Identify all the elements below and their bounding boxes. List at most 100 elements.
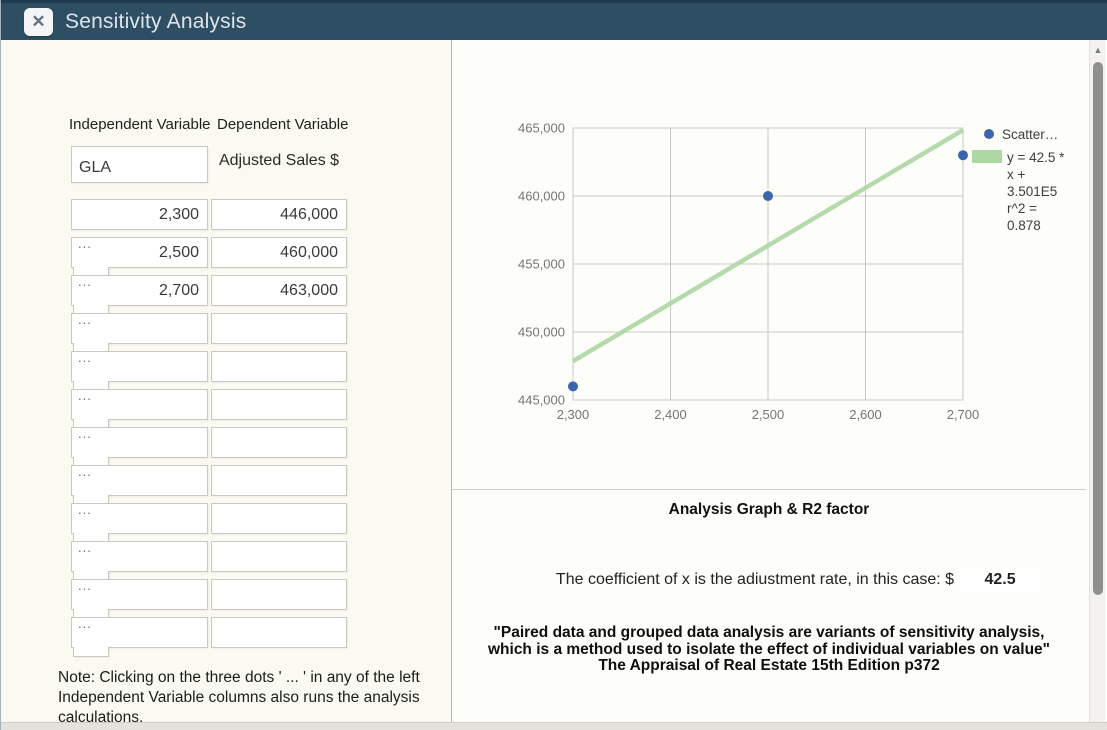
window-title: Sensitivity Analysis <box>65 9 247 33</box>
variable-row: ... <box>1 502 452 543</box>
dependent-value-input[interactable] <box>211 275 347 306</box>
scrollbar-thumb[interactable] <box>1093 62 1103 595</box>
independent-cell: ... <box>71 388 208 429</box>
independent-value-input[interactable] <box>71 503 208 534</box>
dependent-value-input[interactable] <box>211 237 347 268</box>
scroll-up-arrow-icon[interactable]: ▲ <box>1093 45 1103 55</box>
quote-line: which is a method used to isolate the ef… <box>487 640 1051 658</box>
dependent-value-input[interactable] <box>211 541 347 572</box>
dependent-value-input[interactable] <box>211 427 347 458</box>
close-button[interactable]: ✕ <box>24 7 53 36</box>
horizontal-scrollbar-track[interactable] <box>1 722 1107 730</box>
run-analysis-dots-button[interactable]: ... <box>78 236 92 251</box>
independent-cell: ... <box>71 350 208 391</box>
dependent-cell <box>211 237 347 268</box>
independent-cell: ... <box>71 312 208 353</box>
variable-row: ... <box>1 312 452 353</box>
svg-text:455,000: 455,000 <box>518 257 565 272</box>
svg-text:2,700: 2,700 <box>947 407 980 422</box>
independent-value-input[interactable] <box>71 313 208 344</box>
dependent-value-input[interactable] <box>211 617 347 648</box>
variable-rows: ................................. <box>1 199 452 657</box>
note-line: Note: Clicking on the three dots ' ... '… <box>58 669 420 686</box>
independent-value-input[interactable] <box>71 389 208 420</box>
run-analysis-dots-button[interactable]: ... <box>78 426 92 441</box>
svg-text:2,600: 2,600 <box>849 407 882 422</box>
independent-cell: ... <box>71 616 208 657</box>
variable-row: ... <box>1 464 452 505</box>
independent-value-input[interactable] <box>71 351 208 382</box>
independent-value-input[interactable] <box>71 541 208 572</box>
dependent-value-input[interactable] <box>211 579 347 610</box>
independent-value-input[interactable] <box>71 617 208 648</box>
title-bar: ✕ Sensitivity Analysis <box>1 0 1107 40</box>
dependent-cell <box>211 199 347 230</box>
independent-cell: ... <box>71 578 208 619</box>
run-analysis-dots-button[interactable]: ... <box>78 274 92 289</box>
run-analysis-dots-button[interactable]: ... <box>78 388 92 403</box>
quote-line: "Paired data and grouped data analysis a… <box>493 624 1045 641</box>
svg-text:2,300: 2,300 <box>557 407 590 422</box>
section-divider <box>452 489 1086 490</box>
dependent-cell <box>211 313 347 344</box>
run-analysis-dots-button[interactable]: ... <box>78 578 92 593</box>
independent-cell: ... <box>71 540 208 581</box>
variables-panel: Independent Variable Dependent Variable … <box>1 40 452 726</box>
variable-row: ... <box>1 540 452 581</box>
run-analysis-dots-button[interactable]: ... <box>78 312 92 327</box>
variable-row: ... <box>1 388 452 429</box>
run-analysis-dots-button[interactable]: ... <box>78 540 92 555</box>
dependent-cell <box>211 503 347 534</box>
variable-row: ... <box>1 616 452 657</box>
svg-text:2,500: 2,500 <box>752 407 785 422</box>
svg-text:465,000: 465,000 <box>518 121 565 136</box>
dependent-value-input[interactable] <box>211 351 347 382</box>
svg-text:0.878: 0.878 <box>1007 218 1041 233</box>
note-line: Independent Variable columns also runs t… <box>58 689 420 706</box>
variable-row <box>1 199 452 230</box>
dependent-variable-header: Dependent Variable <box>217 116 349 133</box>
analysis-panel: 445,000 450,000 455,000 460,000 465,000 2,300… <box>452 40 1090 722</box>
independent-value-input[interactable] <box>71 427 208 458</box>
run-analysis-dots-button[interactable]: ... <box>78 350 92 365</box>
independent-value-input[interactable] <box>71 199 208 230</box>
independent-value-input[interactable] <box>71 465 208 496</box>
svg-text:445,000: 445,000 <box>518 393 565 408</box>
dependent-cell <box>211 351 347 382</box>
coefficient-row: The coefficient of x is the adiustment r… <box>452 567 1086 593</box>
dependent-value-input[interactable] <box>211 199 347 230</box>
dependent-cell <box>211 617 347 648</box>
svg-text:450,000: 450,000 <box>518 325 565 340</box>
dependent-value-input[interactable] <box>211 503 347 534</box>
svg-text:r^2 =: r^2 = <box>1007 201 1037 216</box>
variable-row: ... <box>1 274 452 315</box>
coefficient-label: The coefficient of x is the adiustment r… <box>555 571 955 588</box>
independent-value-input[interactable] <box>71 579 208 610</box>
run-analysis-dots-button[interactable]: ... <box>78 616 92 631</box>
quote-line: The Appraisal of Real Estate 15th Editio… <box>598 657 940 674</box>
citation-quote: "Paired data and grouped data analysis a… <box>452 624 1086 675</box>
dependent-value-input[interactable] <box>211 465 347 496</box>
independent-variable-name-cell <box>71 146 208 183</box>
vertical-scrollbar[interactable]: ▲ <box>1089 40 1105 722</box>
independent-cell: ... <box>71 502 208 543</box>
svg-text:y = 42.5 *: y = 42.5 * <box>1007 150 1065 165</box>
svg-text:460,000: 460,000 <box>518 189 565 204</box>
dependent-value-input[interactable] <box>211 313 347 344</box>
svg-text:Scatter…: Scatter… <box>1002 127 1058 142</box>
independent-cell <box>71 199 208 230</box>
dependent-cell <box>211 579 347 610</box>
independent-value-input[interactable] <box>71 275 208 306</box>
independent-cell: ... <box>71 274 208 315</box>
independent-variable-name-input[interactable] <box>71 146 208 183</box>
note-line: calculations, <box>58 709 144 726</box>
independent-cell: ... <box>71 464 208 505</box>
dependent-value-input[interactable] <box>211 389 347 420</box>
variable-row: ... <box>1 578 452 619</box>
run-analysis-dots-button[interactable]: ... <box>78 502 92 517</box>
run-analysis-dots-button[interactable]: ... <box>78 464 92 479</box>
independent-value-input[interactable] <box>71 237 208 268</box>
variable-row: ... <box>1 236 452 277</box>
dependent-cell <box>211 275 347 306</box>
